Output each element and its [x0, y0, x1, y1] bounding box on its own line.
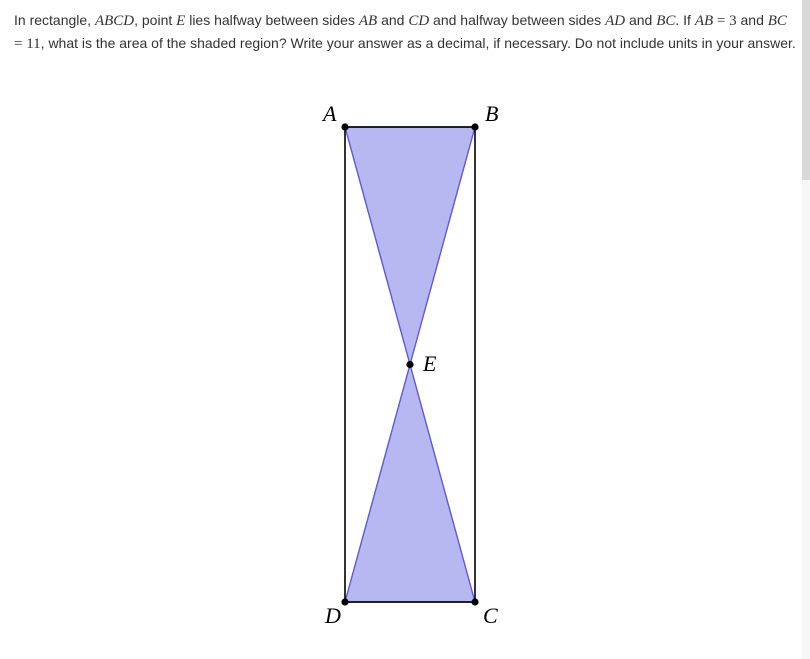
eq1-rhs: 3: [729, 13, 737, 29]
shaded-triangle-top: [345, 127, 475, 365]
problem-statement: In rectangle, ABCD, point E lies halfway…: [14, 10, 796, 57]
text-mid4: and halfway between sides: [429, 12, 605, 28]
label-c: C: [483, 603, 498, 627]
eq1-eq: =: [713, 13, 729, 29]
figure-wrap: A B C D E: [14, 87, 796, 627]
shaded-triangle-bottom: [345, 364, 475, 602]
content-container: In rectangle, ABCD, point E lies halfway…: [0, 0, 810, 641]
scrollbar-track[interactable]: [802, 0, 810, 659]
text-mid5: and: [625, 12, 656, 28]
point-e: [406, 360, 413, 367]
label-a: A: [321, 101, 337, 126]
text-mid7: and: [737, 12, 768, 28]
point-a: [341, 123, 348, 130]
point-b: [471, 123, 478, 130]
point-c: [471, 598, 478, 605]
point-d: [341, 598, 348, 605]
var-ad: AD: [605, 13, 625, 29]
text-mid2: lies halfway between sides: [185, 12, 359, 28]
eq2-lhs: BC: [768, 13, 787, 29]
var-ab: AB: [359, 13, 377, 29]
scrollbar-thumb[interactable]: [802, 0, 810, 180]
text-mid6: . If: [675, 12, 694, 28]
text-mid1: , point: [134, 12, 176, 28]
var-abcd: ABCD: [95, 13, 134, 29]
text-tail: , what is the area of the shaded region?…: [41, 35, 796, 51]
label-e: E: [422, 351, 437, 376]
eq2-rhs: 11: [26, 36, 40, 52]
var-bc: BC: [656, 13, 675, 29]
var-e: E: [176, 13, 185, 29]
eq1-lhs: AB: [695, 13, 713, 29]
eq2-eq: =: [14, 36, 26, 52]
var-cd: CD: [408, 13, 429, 29]
label-b: B: [485, 101, 498, 126]
geometry-figure: A B C D E: [255, 87, 555, 627]
text-prefix: In rectangle,: [14, 12, 95, 28]
text-mid3: and: [377, 12, 408, 28]
label-d: D: [324, 603, 341, 627]
